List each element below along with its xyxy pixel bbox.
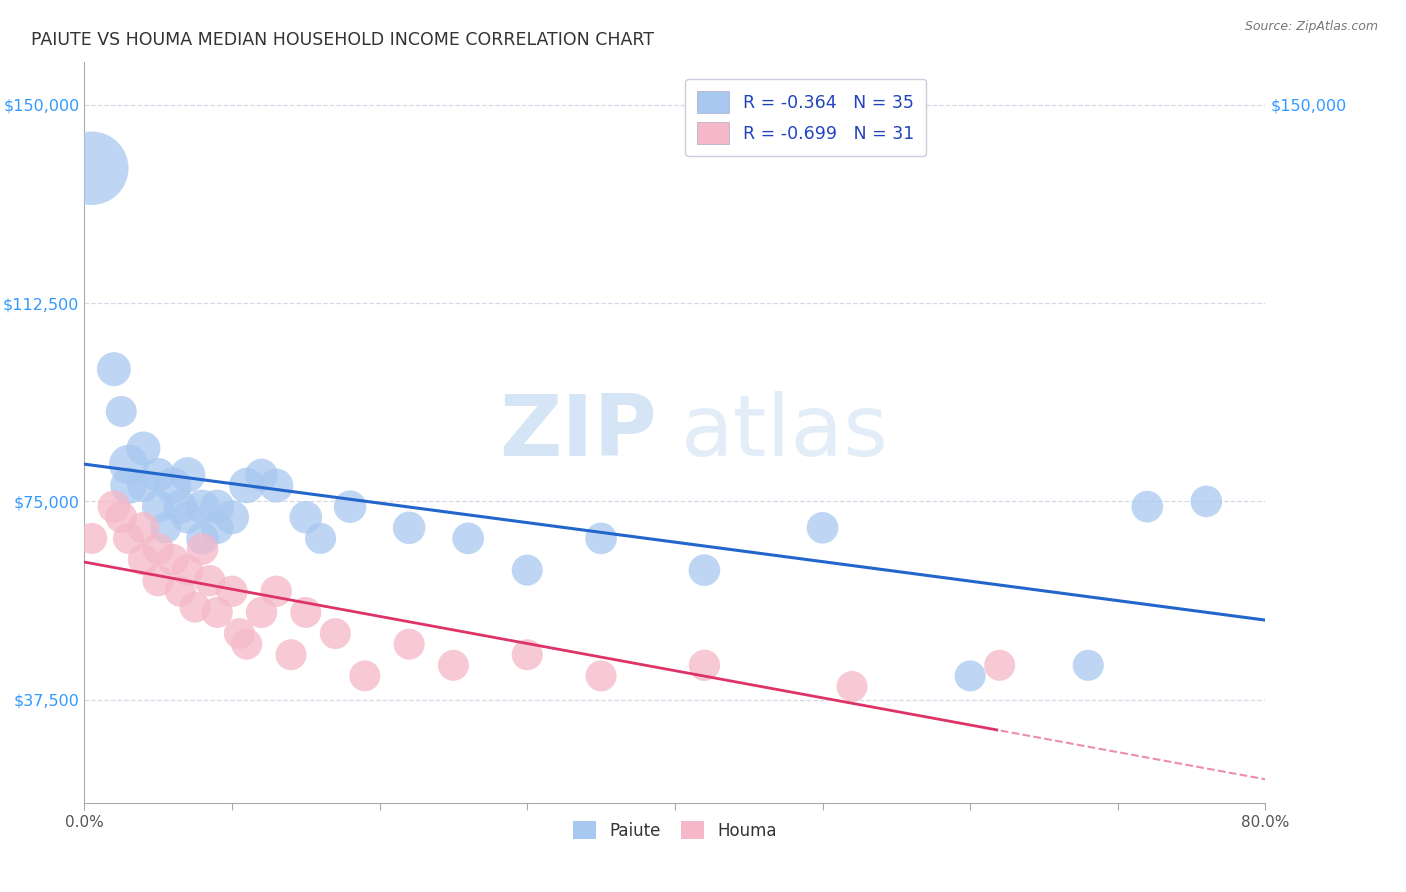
Point — [250, 606, 273, 620]
Point — [110, 404, 132, 418]
Point — [177, 563, 200, 577]
Point — [110, 510, 132, 524]
Point — [162, 478, 184, 492]
Point — [198, 574, 221, 588]
Point — [221, 510, 243, 524]
Point — [325, 626, 347, 640]
Text: PAIUTE VS HOUMA MEDIAN HOUSEHOLD INCOME CORRELATION CHART: PAIUTE VS HOUMA MEDIAN HOUSEHOLD INCOME … — [31, 31, 654, 49]
Point — [207, 521, 229, 535]
Point — [162, 552, 184, 566]
Point — [516, 648, 538, 662]
Point — [132, 521, 155, 535]
Point — [207, 606, 229, 620]
Point — [155, 521, 177, 535]
Point — [457, 532, 479, 546]
Point — [591, 669, 613, 683]
Point — [191, 541, 214, 556]
Point — [443, 658, 465, 673]
Point — [339, 500, 361, 514]
Point — [236, 478, 259, 492]
Point — [103, 500, 125, 514]
Point — [177, 467, 200, 482]
Point — [207, 500, 229, 514]
Point — [250, 467, 273, 482]
Point — [80, 532, 103, 546]
Text: atlas: atlas — [681, 391, 889, 475]
Point — [169, 584, 191, 599]
Point — [1195, 494, 1218, 508]
Point — [693, 658, 716, 673]
Point — [191, 532, 214, 546]
Point — [398, 521, 420, 535]
Point — [177, 510, 200, 524]
Point — [221, 584, 243, 599]
Point — [228, 626, 250, 640]
Point — [80, 161, 103, 176]
Point — [148, 467, 170, 482]
Legend: Paiute, Houma: Paiute, Houma — [567, 814, 783, 847]
Point — [169, 500, 191, 514]
Text: Source: ZipAtlas.com: Source: ZipAtlas.com — [1244, 20, 1378, 33]
Point — [988, 658, 1011, 673]
Point — [266, 478, 288, 492]
Point — [959, 669, 981, 683]
Point — [1077, 658, 1099, 673]
Point — [309, 532, 332, 546]
Point — [148, 500, 170, 514]
Point — [280, 648, 302, 662]
Point — [132, 442, 155, 456]
Point — [118, 532, 141, 546]
Point — [1136, 500, 1159, 514]
Point — [132, 552, 155, 566]
Point — [591, 532, 613, 546]
Point — [118, 458, 141, 472]
Text: ZIP: ZIP — [499, 391, 657, 475]
Point — [516, 563, 538, 577]
Point — [295, 606, 318, 620]
Point — [191, 500, 214, 514]
Point — [132, 478, 155, 492]
Point — [266, 584, 288, 599]
Point — [841, 680, 863, 694]
Point — [236, 637, 259, 651]
Point — [148, 574, 170, 588]
Point — [295, 510, 318, 524]
Point — [184, 600, 207, 615]
Point — [398, 637, 420, 651]
Point — [354, 669, 377, 683]
Point — [118, 478, 141, 492]
Point — [148, 541, 170, 556]
Point — [811, 521, 834, 535]
Point — [103, 362, 125, 376]
Point — [693, 563, 716, 577]
